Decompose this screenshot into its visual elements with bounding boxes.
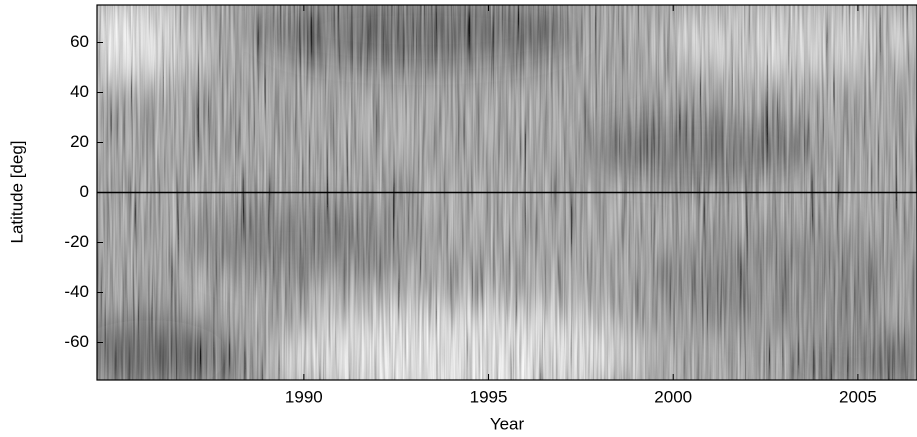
x-axis-label: Year (490, 414, 525, 433)
y-tick-label: 60 (70, 32, 89, 51)
x-tick-label: 2005 (839, 387, 877, 406)
x-tick-label: 2000 (654, 387, 692, 406)
heatmap-image (97, 5, 917, 380)
x-tick-label: 1990 (285, 387, 323, 406)
y-tick-label: -20 (64, 232, 89, 251)
x-tick-label: 1995 (470, 387, 508, 406)
y-axis-label: Latitude [deg] (7, 140, 26, 243)
y-tick-label: 0 (80, 182, 89, 201)
y-tick-label: -40 (64, 282, 89, 301)
y-tick-label: -60 (64, 332, 89, 351)
y-tick-label: 40 (70, 82, 89, 101)
y-tick-label: 20 (70, 132, 89, 151)
